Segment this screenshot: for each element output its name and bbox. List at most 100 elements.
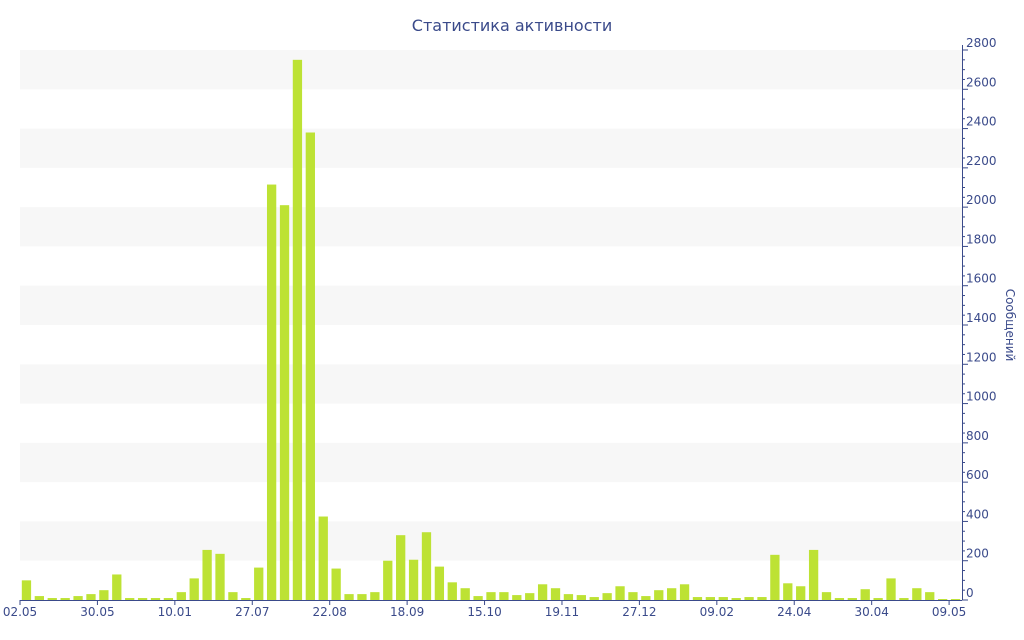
bar [486,592,496,600]
bar [176,592,186,600]
bar [215,553,225,600]
x-tick-label: 19.11 [545,605,579,619]
bar [731,598,741,600]
grid-band [20,207,962,247]
bar [383,560,393,600]
bar [770,554,780,600]
bar [292,59,303,600]
bar [667,588,677,600]
bar [137,598,148,600]
bar [783,583,793,600]
y-tick-label: 1200 [966,350,997,364]
bar [370,592,380,600]
bar [460,588,470,600]
grid-band [20,442,962,483]
bar [912,588,922,600]
bar [615,586,625,600]
bar [589,597,599,600]
y-tick-label: 800 [966,429,989,443]
grid-band [20,285,962,325]
y-tick-label: 1600 [966,272,997,286]
bar [692,597,703,600]
bar [357,594,367,600]
bar [473,596,483,600]
bar [447,582,457,600]
bar [318,516,328,600]
bar [305,132,315,600]
bar [808,549,819,600]
y-tick-label: 2000 [966,193,997,207]
y-tick-label: 2800 [966,36,997,50]
bar [641,596,651,600]
bar [512,595,522,600]
y-tick-label: 1000 [966,390,997,404]
bar [125,598,135,600]
bar [925,592,935,600]
bar [873,598,883,600]
bars-group [21,59,961,601]
y-tick-label: 2400 [966,115,997,129]
bar [163,598,174,600]
bar [950,599,961,600]
bar [228,592,238,600]
bar [499,592,509,600]
bar [73,596,83,600]
y-tick-label: 600 [966,468,989,482]
bar [202,549,212,600]
bar [408,559,419,600]
y-tick-label: 2200 [966,154,997,168]
bar [938,599,948,600]
bar [241,598,251,600]
bar [266,184,277,601]
bar [331,568,341,600]
bar [34,596,44,600]
bar [654,590,664,600]
y-tick-label: 1400 [966,311,997,325]
y-tick-label: 400 [966,507,989,521]
grid-band [20,50,962,90]
y-axis: 0 200 400 600 800 1000 1200 1400 1600 1800 2000 220… [962,36,997,601]
bar [254,567,264,600]
x-tick-label: 15.10 [467,605,501,619]
bar [150,598,161,600]
bar [757,597,767,600]
bar [396,535,406,600]
bar [344,594,354,600]
y-axis-label: Сообщений [1003,289,1017,362]
bar [860,589,870,600]
bar [60,598,70,600]
bar [602,593,612,601]
x-axis: 02.05 30.05 10.01 27.07 22.08 18.09 15.10 19.11… [3,600,966,619]
x-tick-label: 18.09 [390,605,424,619]
bar [86,594,96,600]
x-tick-label: 27.12 [622,605,656,619]
bar [112,574,122,600]
bar [563,594,574,600]
grid-bands [20,50,962,561]
x-tick-label: 30.04 [854,605,888,619]
x-tick-label: 22.08 [313,605,347,619]
x-tick-label: 30.05 [80,605,114,619]
bar [834,598,845,600]
bar [550,588,561,600]
bar [705,597,716,600]
bar [189,578,199,600]
bar [628,592,638,600]
bar [744,597,754,600]
bar [434,566,445,600]
bar [279,205,290,600]
x-tick-label: 24.04 [777,605,811,619]
bar [99,590,109,600]
x-tick-label: 02.05 [3,605,37,619]
x-tick-label: 09.05 [932,605,966,619]
grid-band [20,128,962,168]
y-tick-label: 1800 [966,232,997,246]
bar [886,578,896,600]
bar [576,595,586,600]
x-tick-label: 10.01 [158,605,192,619]
grid-band [20,364,962,404]
bar [421,532,432,600]
y-tick-label: 2600 [966,75,997,89]
x-tick-label: 27.07 [235,605,269,619]
